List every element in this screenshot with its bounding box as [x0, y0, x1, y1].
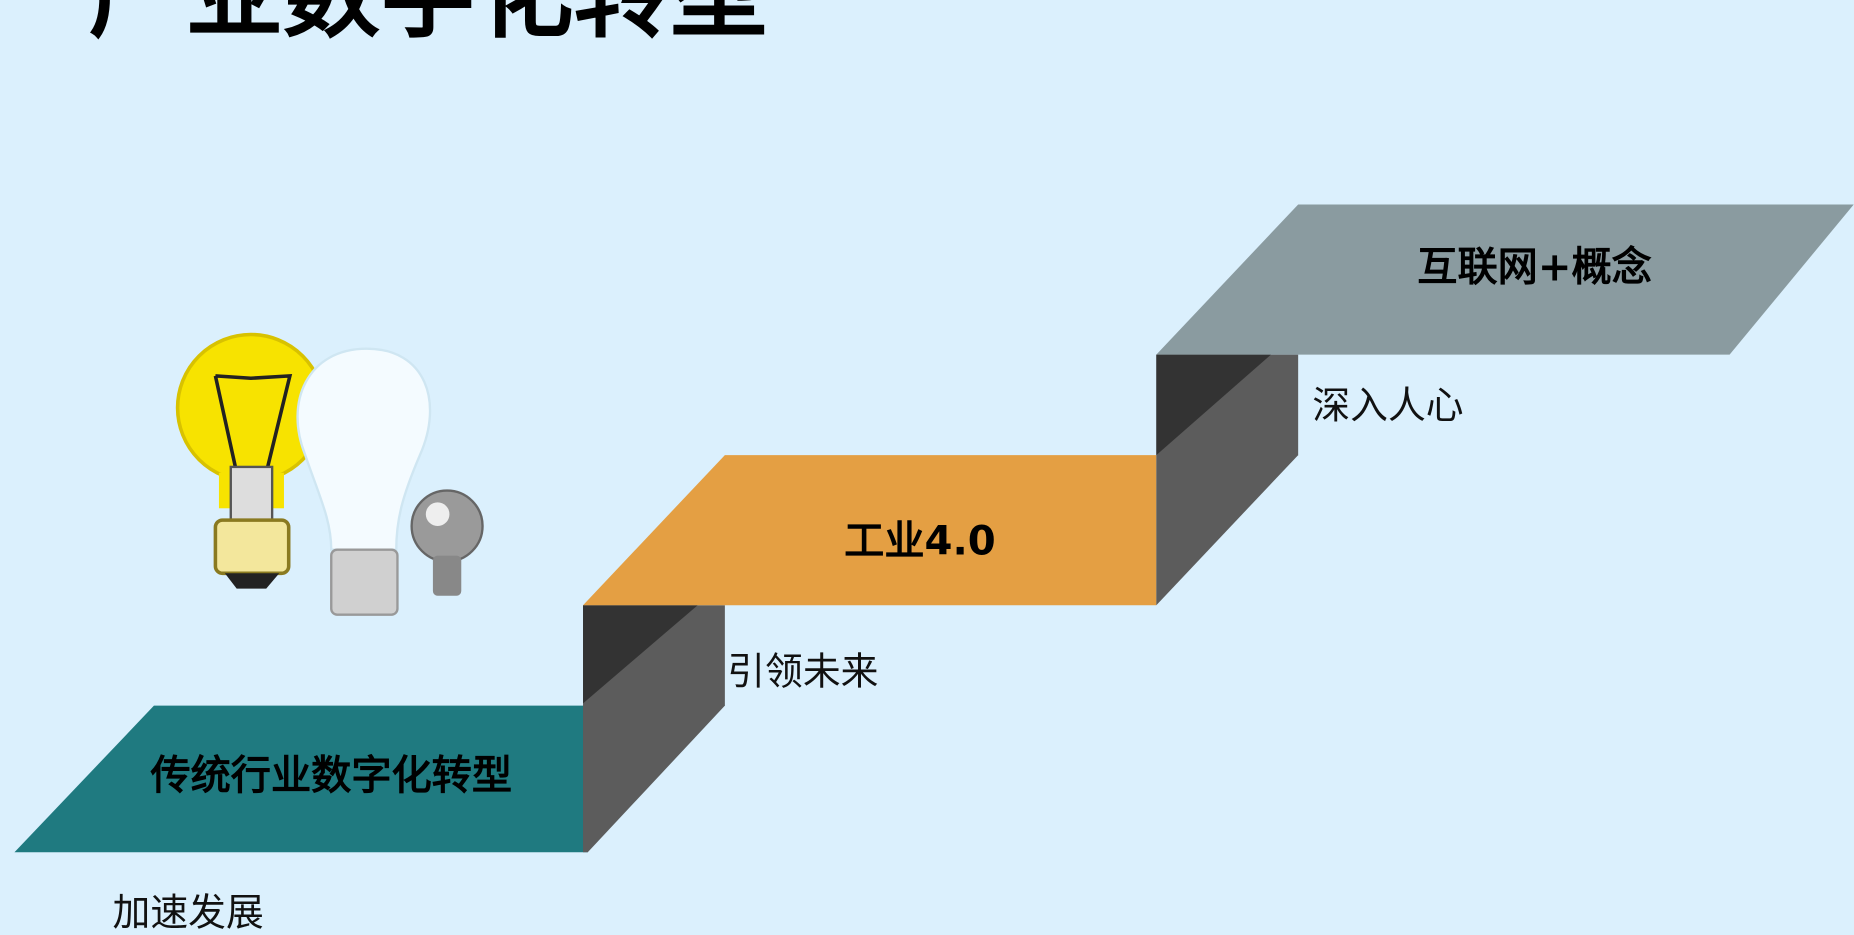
step-label: 传统行业数字化转型 — [149, 753, 512, 799]
bulb-illustration — [175, 332, 484, 616]
step-caption: 深入人心 — [1312, 383, 1463, 427]
step-caption: 加速发展 — [113, 890, 264, 934]
step-platform — [1156, 204, 1854, 355]
step-platform — [14, 705, 588, 853]
step-caption: 引领未来 — [727, 649, 878, 693]
step-platform — [583, 455, 1157, 606]
slide-title: 产业数字化转型 — [89, 0, 767, 52]
step-label: 工业4.0 — [844, 519, 996, 565]
step-label: 互联网+概念 — [1417, 245, 1652, 291]
step-riser-shadow — [1156, 354, 1271, 456]
